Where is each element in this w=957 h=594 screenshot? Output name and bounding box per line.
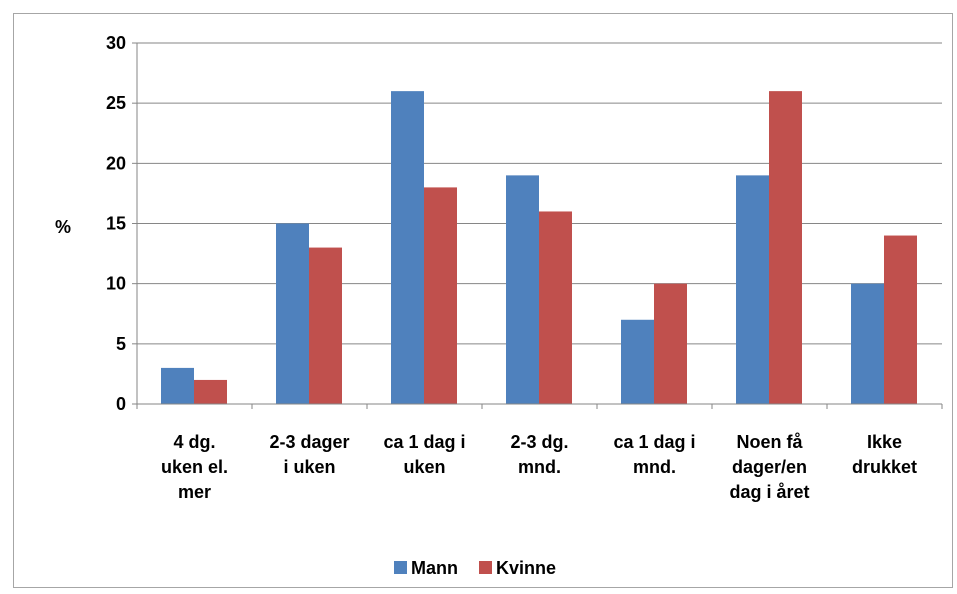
bar-kvinne-2 [424,187,457,404]
x-category-label: 4 dg. uken el. mer [161,432,228,502]
x-category-label-line: Noen få [736,432,803,452]
bar-kvinne-5 [769,91,802,404]
bars [161,91,917,404]
x-category-label: 2-3 dager i uken [269,432,349,477]
bar-mann-2 [391,91,424,404]
x-category-label-line: ca 1 dag i [383,432,465,452]
y-tick-label: 0 [116,394,126,414]
x-category-label-line: dag i året [729,482,809,502]
y-tick-label: 25 [106,93,126,113]
y-tick-label: 5 [116,334,126,354]
x-category-label: ca 1 dag i uken [383,432,465,477]
bar-mann-4 [621,319,654,404]
x-category-label-line: mer [178,482,211,502]
chart-frame: 0 5 10 15 20 25 30 4 dg. uken el. mer 2-3 dager i u… [13,13,953,588]
bar-mann-5 [736,175,769,404]
y-tick-label: 30 [106,33,126,53]
legend-label-mann: Mann [411,558,458,578]
axis-labels: 0 5 10 15 20 25 30 4 dg. uken el. mer 2-3 dager i u… [106,33,917,502]
x-category-label-line: dager/en [732,457,807,477]
x-category-label-line: uken el. [161,457,228,477]
bar-kvinne-3 [539,211,572,404]
legend: Mann Kvinne [394,558,556,578]
x-category-label-line: 4 dg. [173,432,215,452]
legend-label-kvinne: Kvinne [496,558,556,578]
x-category-label-line: 2-3 dg. [510,432,568,452]
x-category-label-line: i uken [283,457,335,477]
bar-kvinne-4 [654,283,687,404]
y-tick-label: 20 [106,153,126,173]
x-category-label-line: ca 1 dag i [613,432,695,452]
x-category-label: Noen få dager/en dag i året [729,432,809,502]
x-category-label-line: drukket [852,457,917,477]
bar-kvinne-6 [884,235,917,404]
x-category-label: 2-3 dg. mnd. [510,432,568,477]
bar-mann-1 [276,223,309,404]
axes [132,42,943,409]
x-category-label-line: mnd. [518,457,561,477]
x-category-label: Ikke drukket [852,432,917,477]
x-category-label: ca 1 dag i mnd. [613,432,695,477]
y-tick-label: 15 [106,214,126,234]
bar-mann-3 [506,175,539,404]
y-tick-label: 10 [106,274,126,294]
bar-mann-6 [851,283,884,404]
y-axis-title: % [55,217,71,237]
x-category-label-line: 2-3 dager [269,432,349,452]
bar-kvinne-0 [194,379,227,404]
bar-kvinne-1 [309,247,342,404]
legend-swatch-kvinne [479,561,492,574]
bar-chart: 0 5 10 15 20 25 30 4 dg. uken el. mer 2-3 dager i u… [55,33,943,578]
x-category-label-line: mnd. [633,457,676,477]
legend-swatch-mann [394,561,407,574]
x-category-label-line: uken [403,457,445,477]
bar-mann-0 [161,367,194,404]
x-category-label-line: Ikke [867,432,902,452]
